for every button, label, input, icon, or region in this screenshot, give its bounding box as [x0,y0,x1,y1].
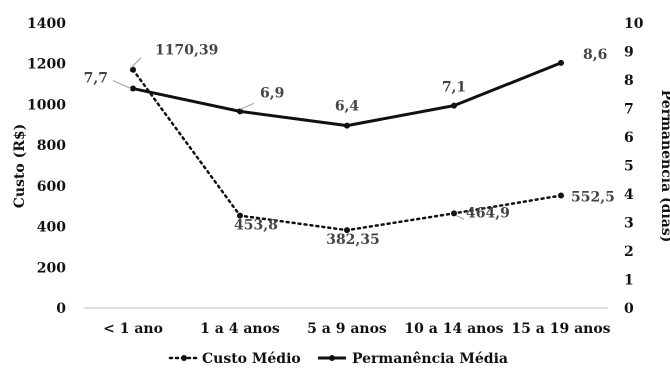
y2-tick-label: 4 [624,187,634,203]
permanencia-media-data-label: 7,1 [442,80,466,96]
custo-medio-data-label: 552,5 [571,190,615,206]
y-tick-label: 200 [37,260,66,276]
y-axis-title: Custo (R$) [12,124,28,209]
custo-medio-data-label: 1170,39 [155,43,218,59]
custo-medio-data-label: 464,9 [466,205,510,221]
permanencia-media-point [237,108,243,115]
y2-tick-label: 0 [624,301,634,317]
leader-line [112,80,132,90]
y-tick-label: 400 [37,220,66,236]
custo-medio-point [130,66,136,73]
x-tick-label: 15 a 19 anos [511,321,610,337]
y2-tick-label: 10 [624,16,644,32]
y2-tick-label: 9 [624,45,634,61]
permanencia-media-data-label: 6,9 [260,85,284,101]
x-tick-label: 1 a 4 anos [200,321,280,337]
y2-tick-label: 7 [624,102,634,118]
y2-tick-label: 3 [624,216,634,232]
permanencia-media-point [344,122,350,129]
legend-marker-custo-medio [181,355,187,361]
axes-group: 0 200 400 600 800 1000 1200 1400 0 1 2 3 4 5 6 7 8 9 10 < 1… [12,16,670,337]
y-tick-label: 0 [56,301,66,317]
custo-medio-point [558,192,564,199]
legend-label-permanencia-media: Permanência Média [352,351,508,367]
custo-medio-point [344,227,350,234]
leader-line [130,57,142,69]
custo-medio-data-label: 453,8 [234,218,278,234]
y2-tick-label: 1 [624,273,634,289]
series-group [130,59,564,234]
legend-marker-permanencia-media [329,355,335,361]
permanencia-media-point [130,85,136,92]
y2-tick-label: 2 [624,244,634,260]
legend-label-custo-medio: Custo Médio [202,351,301,367]
x-tick-label: < 1 ano [103,321,163,337]
y-tick-label: 800 [37,138,66,154]
permanencia-media-point [451,102,457,109]
custo-medio-point [237,212,243,219]
permanencia-media-data-label: 6,4 [335,99,360,115]
y2-axis-title: Permanência (dias) [658,90,670,243]
y2-tick-label: 5 [624,159,634,175]
legend: Custo Médio Permanência Média [168,351,508,367]
permanencia-media-line [132,61,562,128]
y2-tick-label: 8 [624,73,634,89]
leader-line [455,214,465,220]
x-tick-label: 5 a 9 anos [307,321,387,337]
y-tick-label: 1400 [27,16,66,32]
y-tick-label: 1200 [27,57,66,73]
permanencia-media-data-label: 7,7 [84,71,108,87]
custo-medio-data-label: 382,35 [326,232,380,248]
permanencia-media-data-label: 8,6 [583,47,607,63]
custo-medio-point [451,210,457,217]
leader-line [239,102,255,110]
y-tick-label: 600 [37,179,66,195]
data-labels-group: 1170,39 453,8 382,35 464,9 552,5 7,7 6,9 6,4 7,1… [84,43,615,248]
y2-tick-label: 6 [624,130,634,146]
permanencia-media-point [558,59,564,66]
y-tick-label: 1000 [27,97,66,113]
x-tick-label: 10 a 14 anos [404,321,503,337]
